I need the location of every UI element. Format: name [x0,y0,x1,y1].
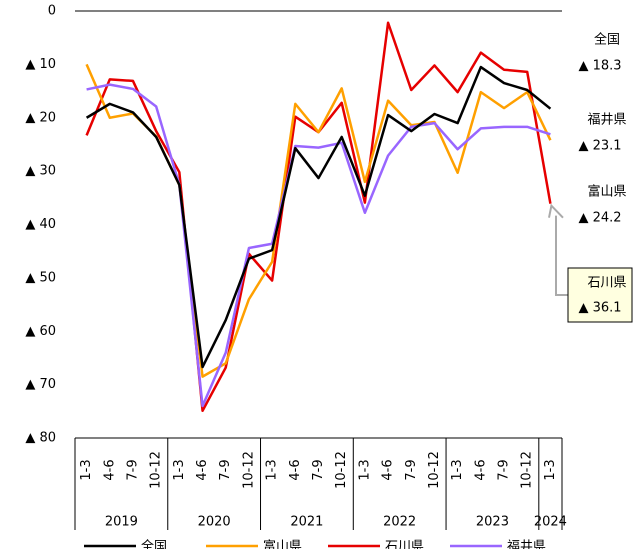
year-label: 2022 [383,515,416,530]
annotation-value: ▲ 18.3 [578,59,621,74]
x-tick-label: 7-9 [311,459,326,480]
y-tick-label: ▲ 20 [25,110,56,125]
legend-label: 全国 [141,539,167,549]
x-tick-label: 10-12 [334,451,349,489]
annotation-name: 富山県 [587,184,626,200]
year-label: 2020 [198,515,231,530]
x-tick-label: 4-6 [102,459,117,480]
annotation-value: ▲ 24.2 [578,211,621,226]
legend-label: 福井県 [507,540,546,549]
series-line [86,83,551,408]
callout-box [567,267,633,323]
y-tick-label: ▲ 70 [25,377,56,392]
x-tick-label: 7-9 [404,459,419,480]
annotation-name: 全国 [594,32,620,48]
series-line [85,65,552,369]
year-label: 2021 [290,515,323,530]
x-tick-label: 7-9 [218,459,233,480]
series-line [85,21,552,413]
x-tick-label: 4-6 [381,459,396,480]
callout-arrowhead [548,203,564,219]
y-tick-label: ▲ 80 [25,431,56,446]
annotation-name: 石川県 [587,276,626,291]
series-line [85,63,552,378]
x-tick-label: 10-12 [241,451,256,489]
legend-label: 石川県 [385,540,424,549]
annotation-name: 福井県 [587,113,626,128]
x-tick-label: 10-12 [149,451,164,489]
y-tick-label: ▲ 50 [25,270,56,285]
y-tick-label: ▲ 10 [25,57,56,72]
x-tick-label: 7-9 [125,459,140,480]
x-tick-label: 4-6 [288,459,303,480]
x-tick-label: 1-3 [79,459,94,480]
callout-arrow [555,215,568,296]
y-tick-label: ▲ 30 [25,164,56,179]
y-tick-label: 0 [48,4,56,19]
year-label: 2023 [476,515,509,530]
year-label: 2019 [105,515,138,530]
x-tick-label: 1-3 [543,459,558,480]
x-tick-label: 1-3 [265,459,280,480]
x-tick-label: 7-9 [497,459,512,480]
x-tick-label: 1-3 [172,459,187,480]
x-tick-label: 1-3 [357,459,372,480]
y-tick-label: ▲ 40 [25,217,56,232]
year-label: 2024 [534,515,567,530]
x-tick-label: 10-12 [427,451,442,489]
legend-label: 富山県 [263,539,302,549]
annotation-value: ▲ 23.1 [578,139,621,154]
x-tick-label: 10-12 [520,451,535,489]
annotation-value: ▲ 36.1 [578,301,621,316]
y-tick-label: ▲ 60 [25,324,56,339]
x-tick-label: 4-6 [195,459,210,480]
x-tick-label: 4-6 [473,459,488,480]
x-tick-label: 1-3 [450,459,465,480]
